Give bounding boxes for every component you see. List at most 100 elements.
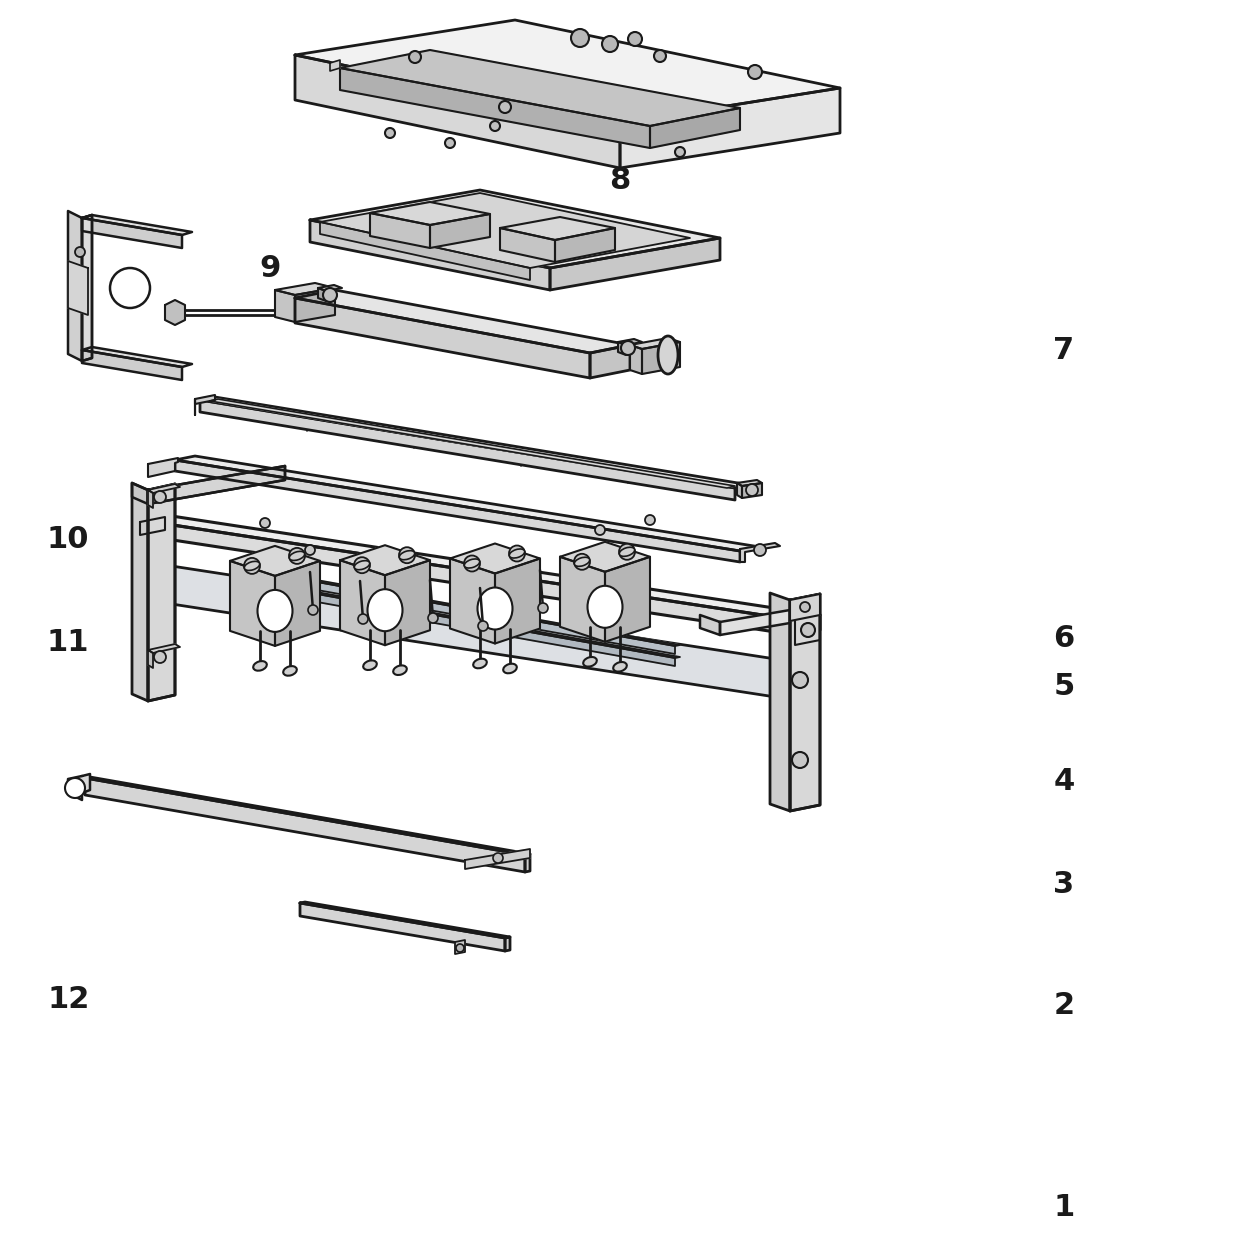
Circle shape bbox=[574, 554, 590, 570]
Circle shape bbox=[64, 777, 86, 798]
Polygon shape bbox=[500, 217, 615, 239]
Circle shape bbox=[74, 247, 86, 257]
Circle shape bbox=[399, 547, 415, 563]
Polygon shape bbox=[525, 854, 529, 872]
Polygon shape bbox=[642, 341, 680, 374]
Polygon shape bbox=[320, 222, 529, 280]
Text: 7: 7 bbox=[1053, 335, 1075, 365]
Polygon shape bbox=[790, 593, 820, 621]
Polygon shape bbox=[790, 593, 820, 811]
Circle shape bbox=[154, 651, 166, 663]
Circle shape bbox=[445, 139, 455, 147]
Polygon shape bbox=[229, 546, 320, 576]
Polygon shape bbox=[86, 777, 529, 856]
Text: 6: 6 bbox=[1053, 624, 1075, 654]
Text: 11: 11 bbox=[47, 627, 89, 658]
Circle shape bbox=[645, 515, 655, 525]
Circle shape bbox=[498, 101, 511, 113]
Circle shape bbox=[748, 66, 763, 79]
Ellipse shape bbox=[658, 336, 678, 374]
Text: 5: 5 bbox=[1053, 672, 1075, 702]
Circle shape bbox=[746, 484, 758, 496]
Polygon shape bbox=[148, 490, 153, 508]
Polygon shape bbox=[560, 557, 605, 641]
Polygon shape bbox=[650, 108, 740, 147]
Circle shape bbox=[428, 614, 438, 622]
Polygon shape bbox=[295, 55, 620, 168]
Polygon shape bbox=[148, 466, 285, 504]
Polygon shape bbox=[140, 520, 795, 635]
Polygon shape bbox=[340, 50, 740, 126]
Polygon shape bbox=[250, 581, 680, 658]
Polygon shape bbox=[131, 483, 148, 701]
Polygon shape bbox=[500, 228, 556, 262]
Polygon shape bbox=[68, 774, 91, 800]
Polygon shape bbox=[620, 88, 839, 168]
Circle shape bbox=[396, 559, 405, 570]
Circle shape bbox=[792, 752, 808, 769]
Circle shape bbox=[384, 129, 396, 139]
Polygon shape bbox=[317, 289, 326, 301]
Polygon shape bbox=[68, 210, 82, 362]
Polygon shape bbox=[295, 290, 630, 353]
Circle shape bbox=[675, 147, 684, 158]
Ellipse shape bbox=[363, 660, 377, 670]
Ellipse shape bbox=[399, 551, 414, 559]
Polygon shape bbox=[295, 299, 590, 378]
Polygon shape bbox=[370, 202, 490, 226]
Polygon shape bbox=[340, 561, 384, 645]
Circle shape bbox=[754, 544, 766, 556]
Polygon shape bbox=[275, 290, 295, 323]
Polygon shape bbox=[551, 238, 720, 290]
Polygon shape bbox=[210, 399, 735, 488]
Polygon shape bbox=[250, 570, 680, 646]
Circle shape bbox=[494, 853, 503, 863]
Circle shape bbox=[358, 614, 368, 624]
Polygon shape bbox=[450, 543, 539, 573]
Polygon shape bbox=[131, 483, 148, 504]
Circle shape bbox=[538, 604, 548, 614]
Ellipse shape bbox=[258, 590, 293, 633]
Circle shape bbox=[792, 672, 808, 688]
Polygon shape bbox=[148, 484, 175, 701]
Polygon shape bbox=[505, 937, 510, 951]
Text: 1: 1 bbox=[1053, 1192, 1075, 1222]
Polygon shape bbox=[165, 300, 185, 325]
Polygon shape bbox=[340, 68, 650, 147]
Polygon shape bbox=[795, 614, 820, 645]
Polygon shape bbox=[250, 582, 675, 667]
Circle shape bbox=[154, 491, 166, 503]
Polygon shape bbox=[300, 902, 510, 937]
Ellipse shape bbox=[503, 664, 517, 673]
Circle shape bbox=[616, 570, 624, 577]
Text: 9: 9 bbox=[259, 253, 281, 284]
Ellipse shape bbox=[574, 557, 590, 566]
Circle shape bbox=[621, 341, 635, 355]
Polygon shape bbox=[455, 940, 465, 954]
Circle shape bbox=[800, 602, 810, 612]
Polygon shape bbox=[340, 546, 430, 576]
Polygon shape bbox=[317, 285, 342, 291]
Polygon shape bbox=[310, 220, 551, 290]
Polygon shape bbox=[618, 341, 626, 355]
Ellipse shape bbox=[367, 590, 403, 631]
Circle shape bbox=[110, 268, 150, 307]
Polygon shape bbox=[740, 543, 780, 562]
Polygon shape bbox=[701, 615, 720, 635]
Circle shape bbox=[570, 29, 589, 47]
Polygon shape bbox=[370, 213, 430, 248]
Polygon shape bbox=[300, 903, 505, 951]
Polygon shape bbox=[275, 561, 320, 646]
Polygon shape bbox=[148, 558, 165, 604]
Polygon shape bbox=[770, 593, 790, 811]
Circle shape bbox=[308, 605, 317, 615]
Ellipse shape bbox=[583, 656, 596, 667]
Polygon shape bbox=[330, 60, 340, 71]
Text: 2: 2 bbox=[1053, 990, 1075, 1021]
Polygon shape bbox=[605, 557, 650, 641]
Polygon shape bbox=[200, 397, 750, 488]
Polygon shape bbox=[148, 484, 180, 493]
Circle shape bbox=[508, 546, 525, 562]
Ellipse shape bbox=[289, 552, 305, 561]
Circle shape bbox=[801, 622, 815, 638]
